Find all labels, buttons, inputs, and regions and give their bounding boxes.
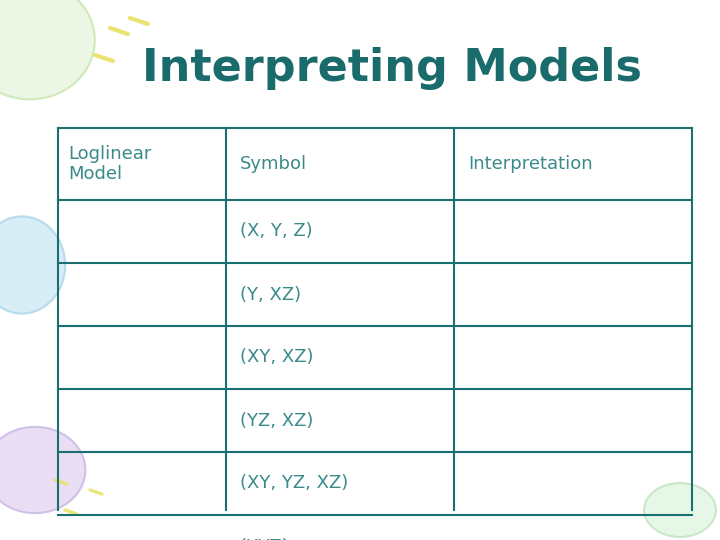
Ellipse shape bbox=[0, 217, 66, 314]
Text: (Y, XZ): (Y, XZ) bbox=[240, 286, 301, 303]
Text: (X, Y, Z): (X, Y, Z) bbox=[240, 222, 312, 240]
Text: (YZ, XZ): (YZ, XZ) bbox=[240, 411, 313, 429]
Text: Loglinear
Model: Loglinear Model bbox=[68, 145, 151, 184]
Ellipse shape bbox=[0, 427, 86, 513]
Text: (XY, YZ, XZ): (XY, YZ, XZ) bbox=[240, 475, 348, 492]
Ellipse shape bbox=[0, 0, 95, 99]
Text: Symbol: Symbol bbox=[240, 155, 307, 173]
Text: (XY, XZ): (XY, XZ) bbox=[240, 348, 313, 367]
Text: (XYZ): (XYZ) bbox=[240, 537, 289, 540]
Ellipse shape bbox=[644, 483, 716, 537]
Text: Interpreting Models: Interpreting Models bbox=[142, 46, 642, 90]
Text: Interpretation: Interpretation bbox=[469, 155, 593, 173]
